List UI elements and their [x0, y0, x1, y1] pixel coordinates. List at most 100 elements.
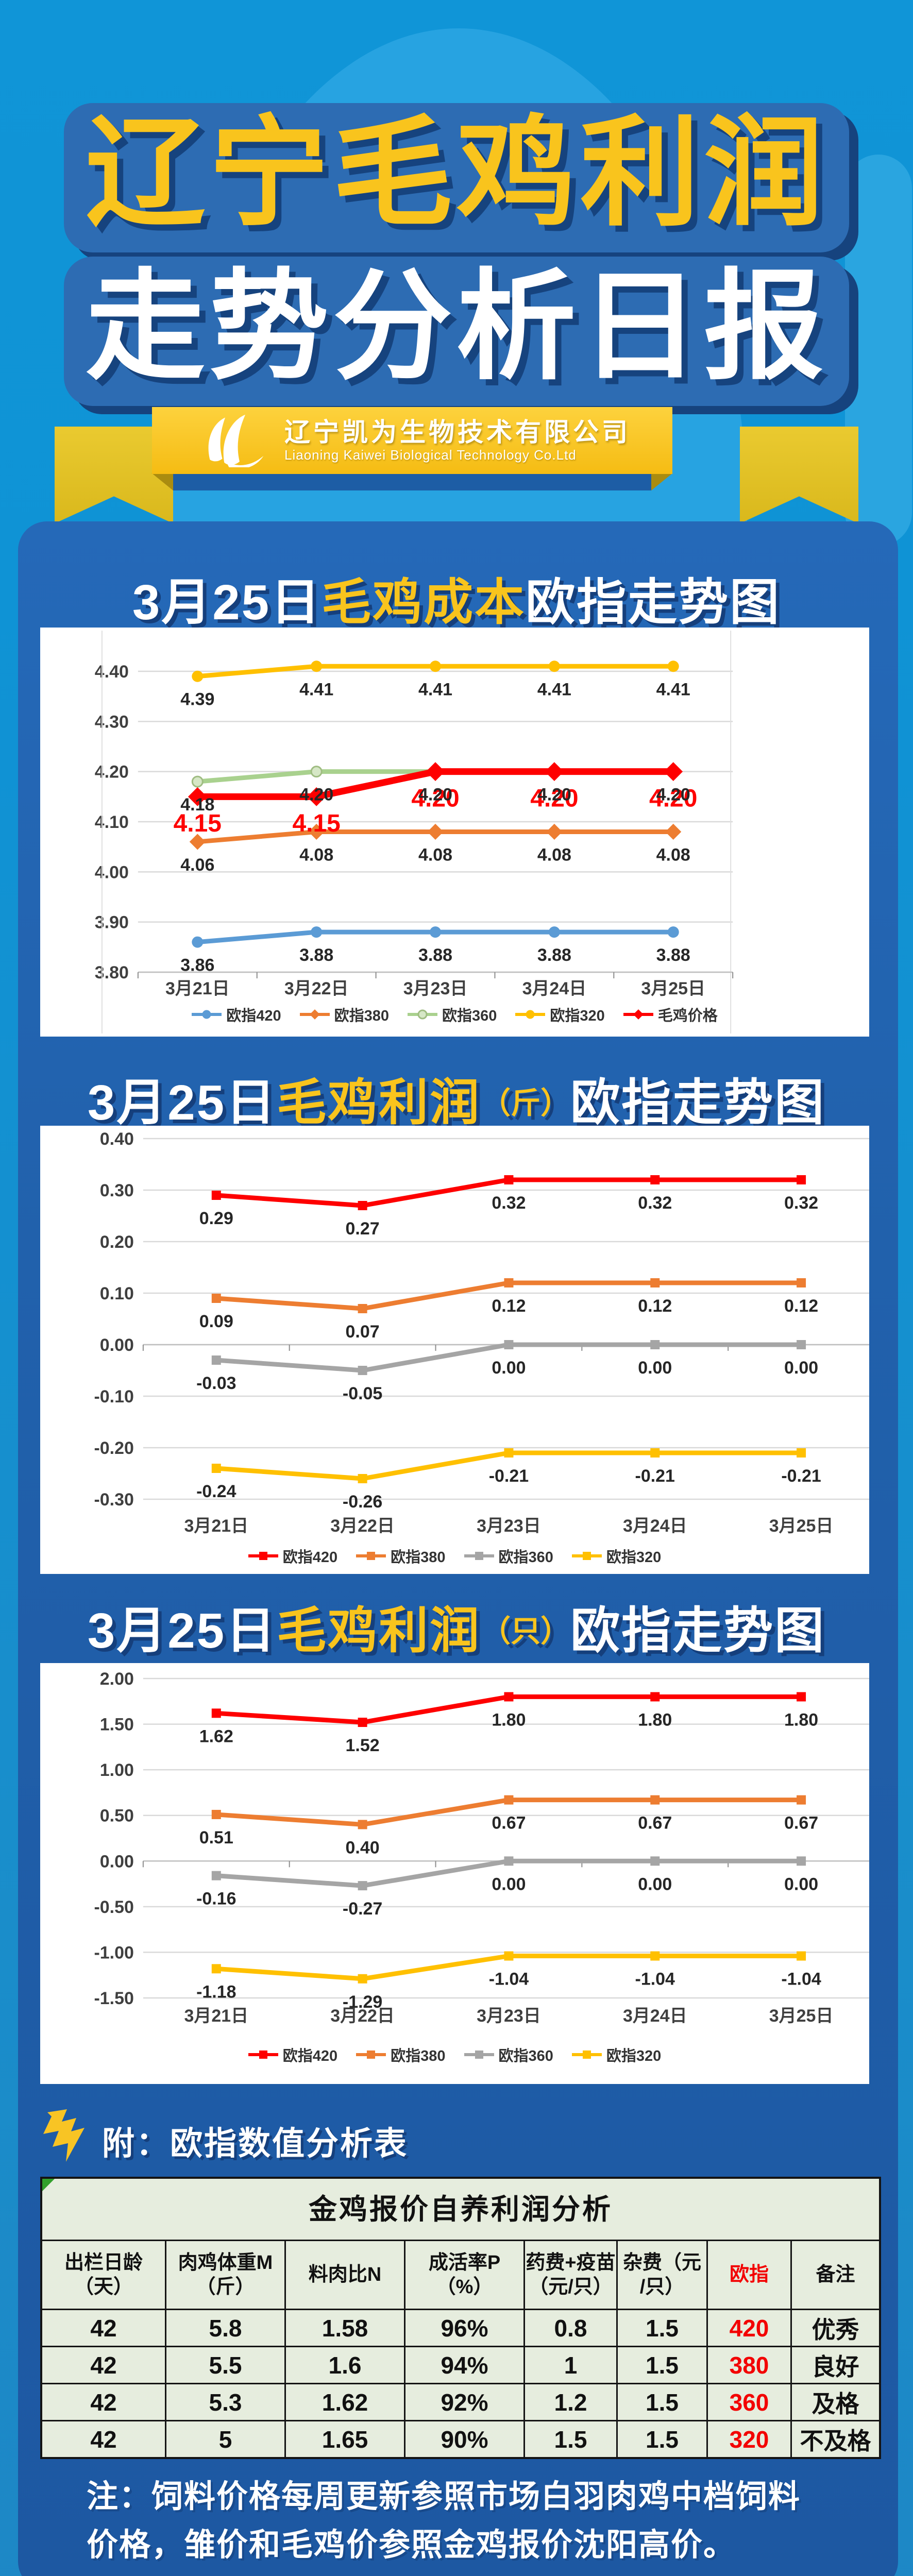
x-tick-label: 3月24日 [623, 1516, 687, 1536]
legend-label: 欧指420 [282, 2048, 338, 2064]
table-cell: 94% [404, 2346, 523, 2383]
data-point [548, 660, 560, 672]
chart-title-part: （斤） [481, 1087, 571, 1120]
data-label: 1.62 [199, 1726, 233, 1746]
table-cell: 良好 [790, 2346, 879, 2383]
data-label: 4.08 [537, 845, 571, 865]
legend-item: 欧指360 [464, 2044, 553, 2065]
data-point [358, 1304, 367, 1313]
data-label: 0.00 [638, 1874, 672, 1894]
ribbon-fold-right [651, 473, 673, 490]
hero-title-line1: 辽宁毛鸡利润 [63, 103, 850, 252]
data-point [311, 926, 323, 938]
data-label: 3.88 [537, 945, 571, 965]
data-point [358, 1366, 367, 1375]
data-label: 0.67 [784, 1814, 818, 1833]
data-label: 3.88 [418, 945, 452, 965]
data-point [310, 766, 323, 778]
y-tick-label: -0.10 [94, 1387, 133, 1406]
chart-title-part: 3月25日 [87, 1603, 277, 1658]
data-label: 0.40 [346, 1838, 380, 1857]
y-tick-label: -0.20 [94, 1438, 133, 1458]
y-tick-label: 0.40 [100, 1129, 134, 1149]
chart3-profit-per-bird-trend: 2.00 1.50 1.00 0.50 0.00 -0.50 -1.00 -1.50 3月21日… [40, 1663, 869, 2084]
data-label: 0.29 [199, 1209, 233, 1228]
y-tick-label: 1.50 [100, 1715, 134, 1735]
table-cell: 420 [706, 2309, 790, 2346]
data-point [211, 1809, 221, 1819]
company-banner: 辽宁凯为生物技术有限公司 Liaoning Kaiwei Biological … [152, 407, 672, 474]
table-cell: 0.8 [523, 2309, 616, 2346]
data-point [504, 1856, 514, 1866]
data-label: 4.06 [180, 855, 214, 875]
data-point [797, 1692, 806, 1702]
chart-canvas: 0.40 0.30 0.20 0.10 0.00 -0.10 -0.20 -0.30 3月21日… [94, 1129, 869, 1536]
legend-swatch [356, 1552, 386, 1560]
table-cell: 96% [404, 2309, 523, 2346]
data-point [358, 1718, 367, 1727]
data-point [427, 823, 444, 840]
data-label: 4.39 [180, 690, 214, 709]
data-label: 0.32 [638, 1193, 672, 1213]
table-cell: 42 [42, 2346, 165, 2383]
legend-item: 欧指420 [192, 1004, 281, 1025]
data-label: 4.08 [299, 845, 333, 865]
data-point [797, 1175, 806, 1184]
data-label: -0.21 [781, 1466, 821, 1486]
data-point [650, 1175, 660, 1184]
y-tick-label: 4.20 [95, 762, 129, 782]
square-marker-icon [259, 2050, 267, 2059]
square-marker-icon [582, 2050, 591, 2059]
table-header-cell: 料肉比N [284, 2240, 404, 2309]
data-label: -0.27 [343, 1899, 382, 1919]
chart2-title: 3月25日毛鸡利润（斤）欧指走势图 [0, 1078, 913, 1128]
data-label: 0.12 [492, 1296, 526, 1316]
data-point [211, 1294, 221, 1303]
chart3-title: 3月25日毛鸡利润（只）欧指走势图 [0, 1606, 913, 1656]
data-point [504, 1951, 514, 1961]
x-tick-label: 3月25日 [641, 979, 705, 998]
data-label: -0.16 [196, 1889, 236, 1909]
hero-title-text2: 走势分析日报 [85, 260, 828, 394]
legend-item: 欧指380 [356, 2044, 446, 2065]
chart-title-part: 欧指走势图 [570, 1603, 826, 1658]
y-tick-label: 4.40 [95, 662, 129, 682]
data-label: -0.03 [196, 1374, 236, 1393]
ring-marker-icon [417, 1009, 428, 1020]
data-label: 0.00 [638, 1358, 672, 1378]
legend-swatch [248, 1552, 278, 1560]
data-point [650, 1856, 660, 1866]
table-header-cell: 成活率P （%） [404, 2240, 523, 2309]
data-label: 4.41 [299, 680, 333, 699]
y-tick-label: 4.30 [95, 712, 129, 732]
data-label: 4.20 [530, 785, 578, 812]
y-tick-label: 0.50 [100, 1806, 134, 1826]
x-tick-label: 3月22日 [330, 2006, 395, 2026]
square-marker-icon [582, 1552, 591, 1560]
data-point [665, 823, 682, 840]
data-point [426, 762, 445, 782]
x-tick-label: 3月23日 [403, 979, 468, 998]
data-point [797, 1448, 806, 1458]
chart-title-part: 毛鸡利润 [277, 1603, 481, 1658]
data-point [504, 1175, 514, 1184]
data-point [188, 787, 207, 806]
data-point [650, 1692, 660, 1702]
table-header-cell: 出栏日龄 （天） [42, 2240, 165, 2309]
legend-swatch [248, 2050, 278, 2059]
legend-swatch [571, 2050, 602, 2059]
data-point [545, 762, 564, 782]
data-point [358, 1974, 367, 1984]
data-label: 4.20 [411, 785, 459, 812]
data-label: 3.88 [656, 945, 690, 965]
data-label: 0.12 [638, 1296, 672, 1316]
data-label: 4.15 [174, 810, 222, 837]
data-label: 0.67 [638, 1814, 672, 1833]
data-label: 4.20 [418, 785, 452, 805]
data-point [504, 1795, 514, 1805]
data-point [358, 1820, 367, 1829]
legend-swatch [623, 1009, 653, 1020]
table-cell: 1.65 [284, 2420, 404, 2457]
data-point [211, 1355, 221, 1365]
table-cell: 1.5 [616, 2383, 706, 2420]
